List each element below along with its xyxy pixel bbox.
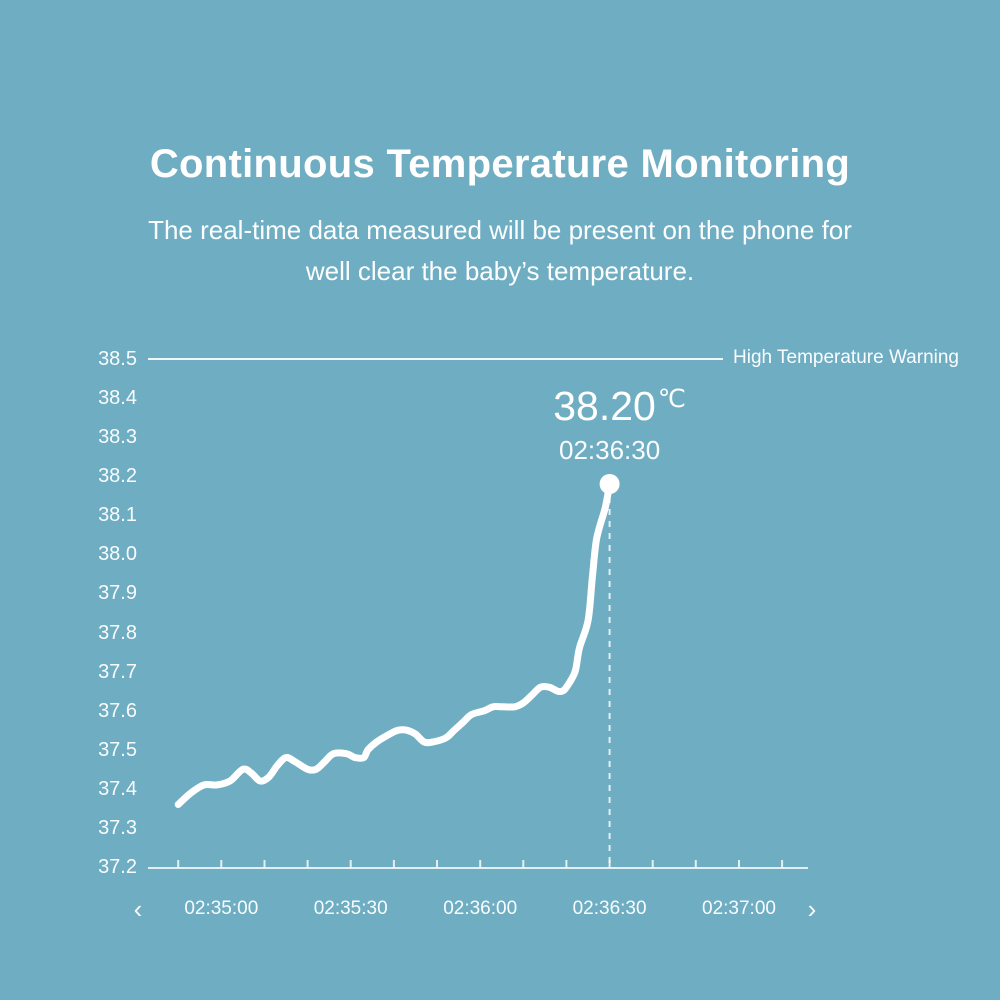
highlight-time: 02:36:30 <box>558 435 661 465</box>
page-subtitle: The real-time data measured will be pres… <box>0 210 1000 292</box>
x-axis-tick-label: 02:35:00 <box>184 898 259 919</box>
threshold-label: High Temperature Warning <box>733 347 959 368</box>
y-axis-tick-label: 37.3 <box>98 816 137 839</box>
temperature-curve <box>174 480 614 808</box>
next-arrow-icon[interactable]: › <box>807 894 817 924</box>
y-axis-tick-label: 38.1 <box>98 504 137 527</box>
x-axis-tick-label: 02:36:00 <box>443 898 518 919</box>
y-axis-tick-label: 37.7 <box>98 660 137 683</box>
y-axis-tick-label: 37.9 <box>98 582 137 605</box>
y-axis-tick-label: 38.2 <box>98 465 137 488</box>
subtitle-line-1: The real-time data measured will be pres… <box>148 215 852 245</box>
y-axis-tick-label: 37.8 <box>98 621 137 644</box>
y-axis-tick-label: 38.3 <box>98 426 137 449</box>
y-axis-tick-label: 38.4 <box>98 387 137 410</box>
x-axis-tick-label: 02:35:30 <box>313 898 388 919</box>
highlight-value: 38.20℃ <box>553 383 686 430</box>
celsius-unit: ℃ <box>657 385 686 413</box>
x-axis-ticks <box>177 860 784 868</box>
x-axis-tick-label: 02:37:00 <box>702 898 776 919</box>
y-axis-tick-label: 37.2 <box>98 856 137 878</box>
y-axis-tick-label: 38.5 <box>98 348 137 370</box>
y-axis-tick-label: 38.0 <box>98 543 137 566</box>
subtitle-line-2: well clear the baby’s temperature. <box>305 256 695 286</box>
y-axis-tick-label: 37.6 <box>98 699 137 722</box>
page-title: Continuous Temperature Monitoring <box>149 142 851 186</box>
highlight-dot[interactable] <box>599 474 620 494</box>
prev-arrow-icon[interactable]: ‹ <box>133 894 143 924</box>
x-axis-tick-label: 02:36:30 <box>572 898 647 919</box>
highlight-temperature: 38.20 <box>553 383 656 429</box>
y-axis-tick-label: 37.4 <box>98 777 137 800</box>
y-axis-tick-label: 37.5 <box>98 738 137 761</box>
